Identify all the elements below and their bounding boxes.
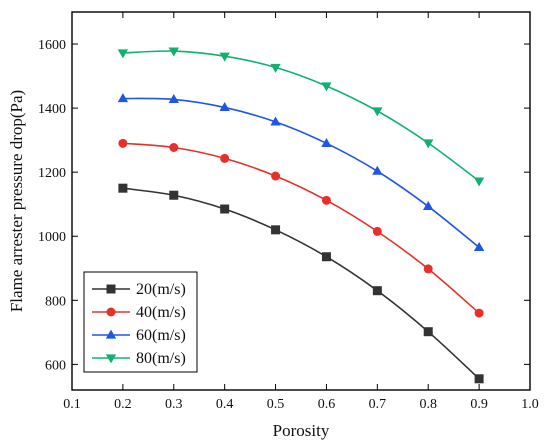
legend-label: 60(m/s) bbox=[136, 327, 186, 344]
legend-marker bbox=[106, 284, 116, 294]
data-point bbox=[169, 190, 179, 200]
data-point bbox=[321, 195, 331, 205]
data-point bbox=[271, 225, 281, 235]
data-point bbox=[220, 204, 230, 214]
legend-label: 80(m/s) bbox=[136, 350, 186, 367]
y-tick-label: 1000 bbox=[38, 230, 66, 245]
legend-marker bbox=[105, 354, 117, 364]
y-tick-label: 600 bbox=[45, 358, 66, 373]
data-point bbox=[168, 94, 179, 104]
data-point bbox=[168, 47, 179, 57]
data-point bbox=[117, 93, 129, 103]
x-tick-label: 0.6 bbox=[318, 397, 336, 412]
series-markers bbox=[117, 47, 485, 384]
data-point bbox=[321, 252, 331, 262]
data-point bbox=[118, 183, 128, 193]
legend-marker bbox=[105, 329, 117, 339]
series-line bbox=[122, 97, 480, 249]
x-axis-title: Porosity bbox=[273, 421, 330, 440]
data-point bbox=[372, 226, 382, 236]
data-point bbox=[321, 82, 332, 92]
data-point bbox=[474, 374, 484, 384]
legend-marker bbox=[106, 307, 116, 317]
data-point bbox=[372, 165, 383, 175]
x-tick-label: 0.7 bbox=[369, 397, 387, 412]
data-point bbox=[220, 153, 230, 163]
x-tick-label: 0.5 bbox=[267, 397, 285, 412]
data-point bbox=[117, 49, 129, 59]
data-point bbox=[423, 264, 433, 274]
legend-label: 20(m/s) bbox=[136, 281, 186, 298]
data-point bbox=[473, 177, 485, 187]
data-point bbox=[118, 138, 128, 148]
x-tick-label: 0.1 bbox=[63, 397, 81, 412]
data-point bbox=[219, 102, 230, 112]
legend-label: 40(m/s) bbox=[136, 304, 186, 321]
data-point bbox=[372, 286, 382, 296]
data-point bbox=[473, 242, 485, 252]
data-point bbox=[474, 308, 484, 318]
y-tick-label: 1600 bbox=[38, 38, 66, 53]
legend: 20(m/s) 40(m/s) 60(m/s) 80(m/s) bbox=[83, 271, 198, 373]
data-point bbox=[270, 63, 281, 73]
y-axis-title: Flame arrester pressure drop(Pa) bbox=[7, 90, 26, 312]
x-tick-label: 0.3 bbox=[165, 397, 183, 412]
data-point bbox=[372, 107, 383, 117]
data-point bbox=[219, 52, 230, 62]
x-tick-label: 1.0 bbox=[521, 397, 539, 412]
x-tick-label: 0.2 bbox=[114, 397, 132, 412]
x-tick-label: 0.4 bbox=[216, 397, 234, 412]
data-point bbox=[169, 143, 179, 153]
data-point bbox=[423, 139, 434, 149]
y-tick-label: 1400 bbox=[38, 102, 66, 117]
data-point bbox=[423, 201, 434, 211]
data-point bbox=[321, 137, 332, 147]
x-tick-label: 0.8 bbox=[419, 397, 437, 412]
data-point bbox=[271, 171, 281, 181]
y-tick-label: 800 bbox=[45, 294, 66, 309]
plot-frame bbox=[71, 11, 531, 391]
y-tick-label: 1200 bbox=[38, 166, 66, 181]
axis-ticks: 0.1 0.2 0.3 0.4 0.5 0.6 0.7 0.8 0.9 1.0 600 800 1000… bbox=[38, 12, 539, 412]
data-point bbox=[270, 116, 281, 126]
x-tick-label: 0.9 bbox=[470, 397, 488, 412]
series-line bbox=[122, 50, 480, 182]
data-point bbox=[423, 327, 433, 337]
